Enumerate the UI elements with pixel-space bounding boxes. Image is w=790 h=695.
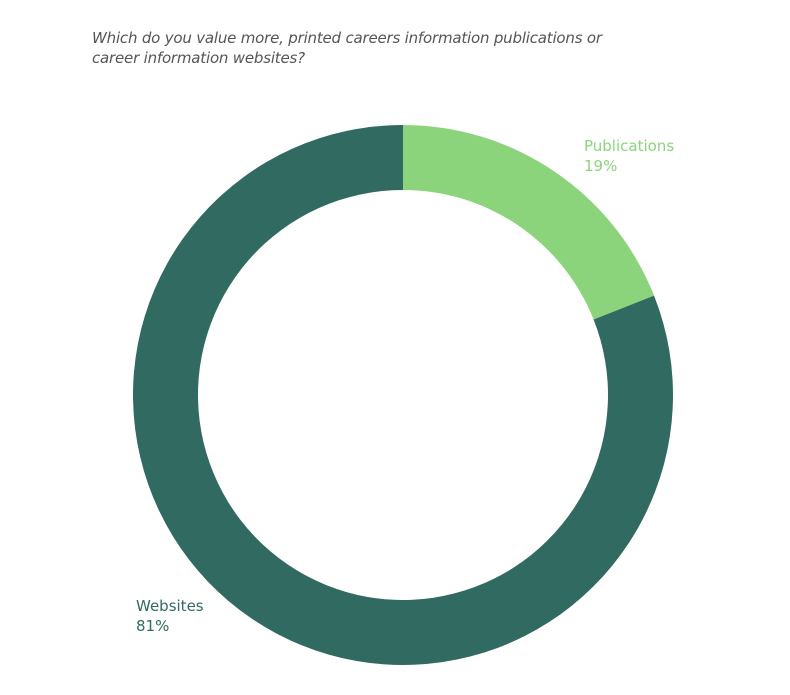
chart-title: Which do you value more, printed careers… xyxy=(92,29,602,67)
slice-value-websites: 81% xyxy=(136,617,170,635)
slice-name-publications: Publications xyxy=(584,137,675,155)
slice-label-publications: Publications 19% xyxy=(584,136,674,176)
slice-value-publications: 19% xyxy=(584,157,618,175)
donut-slice-publications xyxy=(403,125,655,320)
slice-label-websites: Websites 81% xyxy=(136,596,204,636)
slice-name-websites: Websites xyxy=(136,597,204,615)
